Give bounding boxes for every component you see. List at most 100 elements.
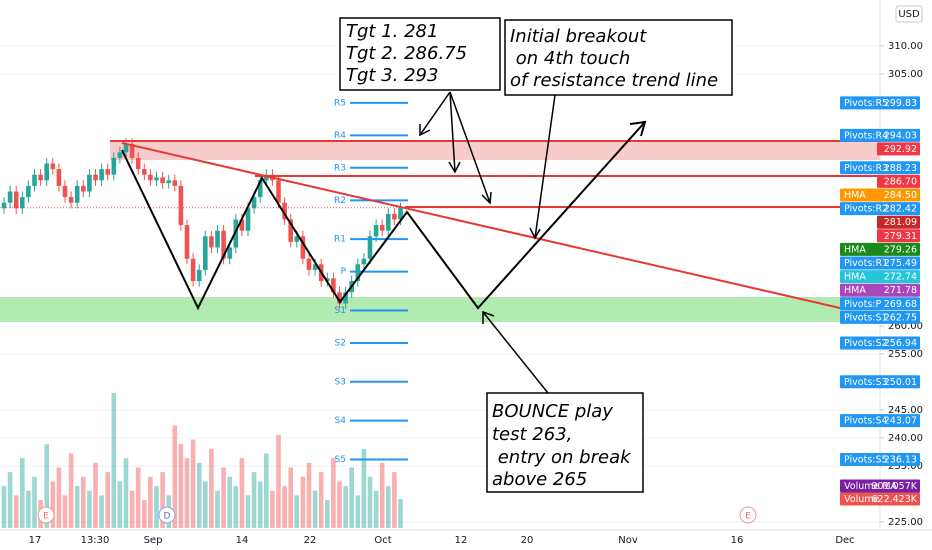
price-tag-value: 256.94 <box>884 338 917 349</box>
volume-bar <box>233 486 239 528</box>
candle-body <box>50 163 56 170</box>
volume-bar <box>135 467 141 528</box>
candle-body <box>282 202 287 220</box>
pivot-label: R3 <box>334 163 346 173</box>
candle-body <box>392 213 397 220</box>
x-tick-label: 20 <box>521 535 534 546</box>
price-tag <box>840 256 920 270</box>
event-marker[interactable] <box>739 506 757 524</box>
candle-body <box>398 207 403 220</box>
y-axis: 310.00 305.00 260.00 255.00 245.00 240.00 235.… <box>880 41 923 528</box>
volume-bar <box>190 439 196 528</box>
arrow-head <box>629 120 647 137</box>
volume-bar <box>257 481 263 528</box>
volume-bar <box>32 476 37 528</box>
price-tag-name: Pivots:S2 <box>844 338 888 349</box>
price-tag-value: 269.68 <box>884 299 917 310</box>
candle-body <box>251 197 257 209</box>
candle-body <box>87 174 92 192</box>
price-tag-name: Pivots:R3 <box>844 163 888 174</box>
annotation-box <box>504 19 733 96</box>
volume-bar <box>142 500 147 528</box>
volume-bar <box>355 495 361 528</box>
volume-bar <box>270 490 275 528</box>
volume-bar <box>105 472 110 528</box>
volume-bar <box>1 486 7 528</box>
candle-body <box>142 169 147 175</box>
candle-body <box>294 236 300 242</box>
events: E D E <box>37 506 757 524</box>
price-tag-name: Volume MA <box>844 481 898 492</box>
price-tag <box>840 283 920 297</box>
candle-body <box>148 174 153 181</box>
candle-body <box>257 180 263 198</box>
price-tag-name: Pivots:S4 <box>844 416 888 427</box>
volume-bar <box>392 472 397 528</box>
price-tag-name: Pivots:S3 <box>844 377 888 388</box>
price-tag <box>840 128 920 142</box>
candle-body <box>99 169 104 181</box>
x-tick-label: 22 <box>304 535 317 546</box>
event-marker[interactable] <box>37 506 55 524</box>
price-tag-value: 250.01 <box>884 377 917 388</box>
price-tag <box>840 414 920 428</box>
price-tag <box>877 174 920 188</box>
candle-body <box>343 292 348 304</box>
candle-body <box>7 191 13 203</box>
candle-body <box>190 258 196 282</box>
candle-body <box>172 180 178 186</box>
price-tag-value: 901.057K <box>871 481 917 492</box>
event-label: E <box>745 512 751 522</box>
price-tag-value: 622.423K <box>871 494 917 505</box>
volume-bar <box>26 490 31 528</box>
volume-bar <box>331 458 336 528</box>
candle-body <box>166 180 171 184</box>
candle-body <box>44 163 49 181</box>
price-tag-value: 284.50 <box>884 190 917 201</box>
note-line: entry on break <box>492 447 632 468</box>
price-tag <box>840 188 920 202</box>
y-tick-label: 235.00 <box>888 461 923 472</box>
candle-body <box>300 236 306 259</box>
volume-bar <box>123 458 129 528</box>
volume-bar <box>239 458 245 528</box>
volume-bar <box>148 476 153 528</box>
event-marker[interactable] <box>158 506 176 524</box>
price-tag-name: Pivots:P <box>844 299 881 310</box>
volume-bar <box>264 453 269 528</box>
price-tag-name: Pivots:R2 <box>844 204 888 215</box>
volume-bar <box>276 434 281 528</box>
pivot-label: R2 <box>334 196 346 206</box>
candle-body <box>373 225 379 237</box>
price-tag-name: Volume <box>844 494 879 505</box>
volume-bar <box>227 476 232 528</box>
price-tag-value: 279.31 <box>884 231 917 242</box>
price-tag <box>877 142 920 156</box>
volume-bar <box>349 467 354 528</box>
volume-bar <box>184 458 190 528</box>
price-tag-value: 281.09 <box>884 217 917 228</box>
volume-bar <box>81 476 86 528</box>
candle-body <box>26 185 31 198</box>
candle-body <box>184 225 190 259</box>
volume-bar <box>87 490 92 528</box>
price-tag <box>840 161 920 175</box>
note-line: on 4th touch <box>510 48 630 69</box>
price-tag-value: 262.75 <box>884 312 917 323</box>
x-tick-label: Nov <box>618 535 638 546</box>
candle-body <box>379 225 385 231</box>
volume-bar <box>93 462 98 528</box>
volume-pane <box>1 393 403 528</box>
candle-body <box>276 180 281 203</box>
candle-body <box>160 177 165 184</box>
x-tick-label: 13:30 <box>81 535 110 546</box>
volume-bar <box>325 500 330 528</box>
candle-body <box>123 143 129 153</box>
volume-bar <box>318 472 324 528</box>
note-line: above 265 <box>492 469 587 490</box>
volume-bar <box>337 481 342 528</box>
candle-body <box>245 208 251 231</box>
price-tag-name: Pivots:R1 <box>844 258 888 269</box>
